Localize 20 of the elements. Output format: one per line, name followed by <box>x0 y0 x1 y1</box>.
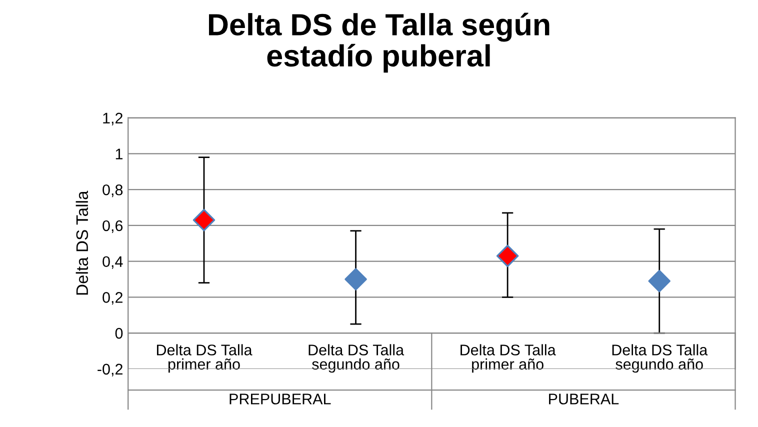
y-tick-label: 0,8 <box>102 184 123 198</box>
text: PUBERAL <box>549 394 619 404</box>
y-tick-label: -0,2 <box>98 364 122 376</box>
y-tick-label: 0 <box>115 328 123 339</box>
y-tick-label: 0,4 <box>102 256 123 269</box>
point <box>648 270 670 292</box>
text: PREPUBERAL <box>230 394 331 404</box>
y-tick-label: 0,2 <box>102 292 122 305</box>
x-tick-label: Delta DS Talla segundo año <box>612 344 708 373</box>
point <box>496 244 519 268</box>
x-tick-label: Delta DS Talla segundo año <box>308 344 404 373</box>
chart-title: Delta DS de Talla según estadío puberal <box>208 12 550 73</box>
y-tick-label: 1 <box>116 148 122 160</box>
point <box>344 268 367 290</box>
y-axis-title: Delta DS Talla <box>76 190 88 295</box>
y-tick-label: 0,6 <box>102 220 123 233</box>
x-tick-label: Delta DS Talla primer año <box>460 344 556 373</box>
point <box>192 208 216 232</box>
x-tick-label: Delta DS Talla primer año <box>156 344 252 373</box>
y-tick-label: 1,2 <box>103 112 122 126</box>
